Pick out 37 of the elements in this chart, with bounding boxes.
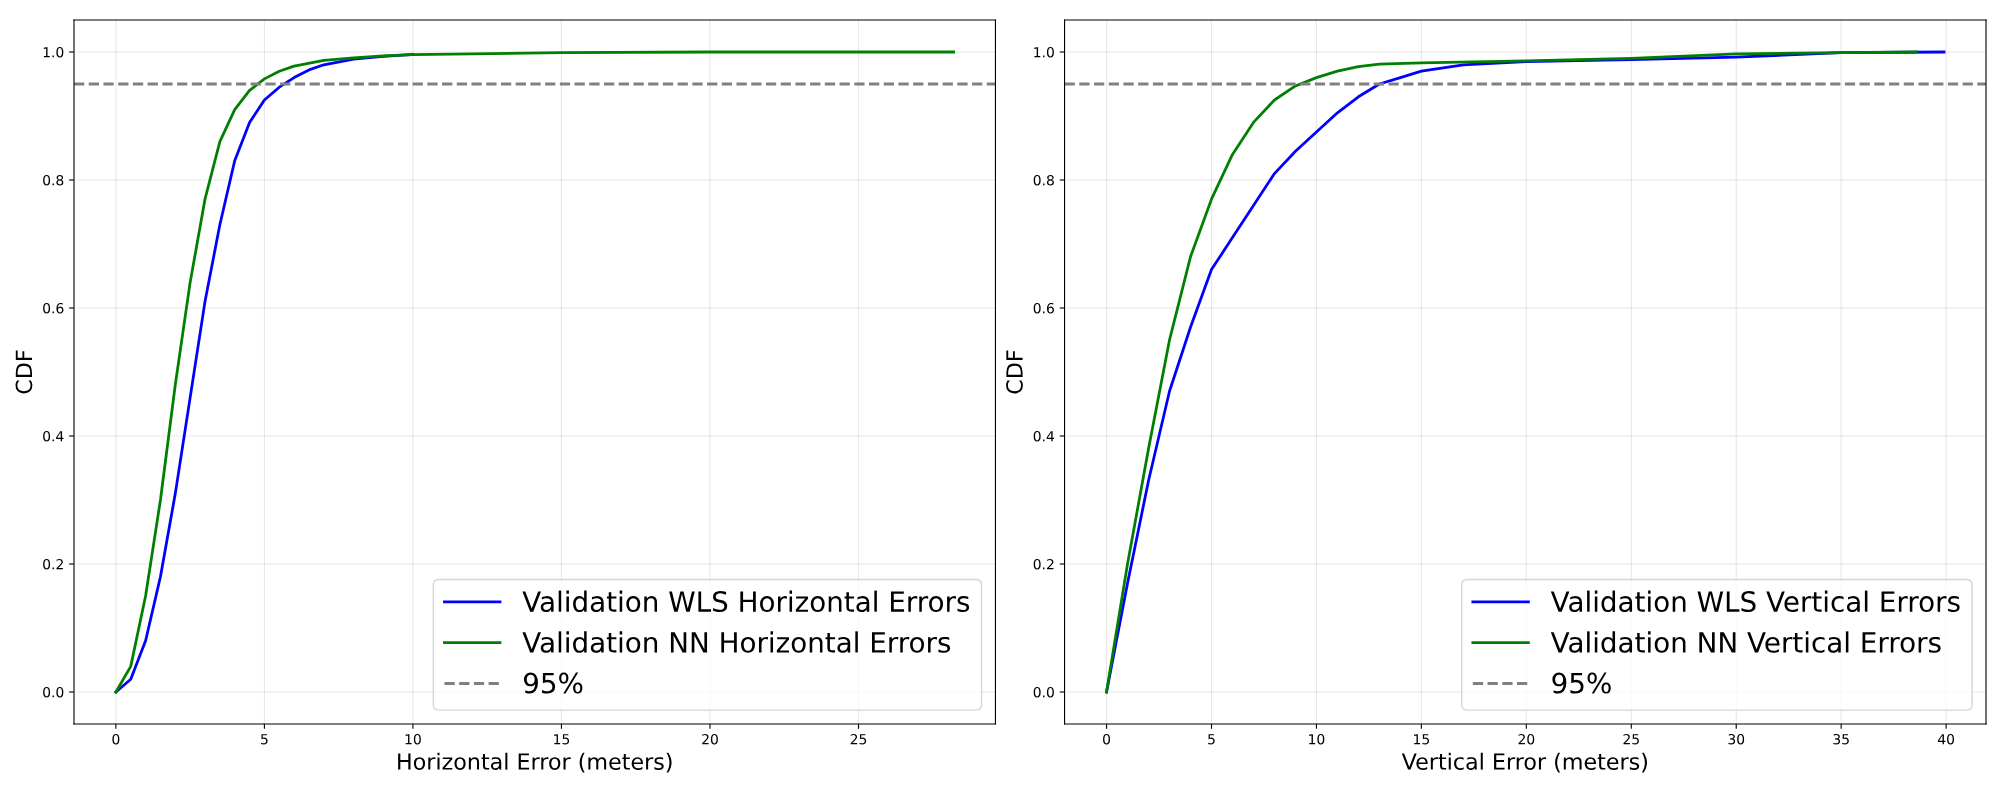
- x-tick-label: 25: [850, 733, 867, 745]
- y-tick-label: 0.6: [43, 302, 64, 314]
- y-tick-label: 0.6: [1033, 302, 1054, 314]
- x-tick-label: 25: [1623, 733, 1639, 745]
- y-tick-label: 0.4: [43, 430, 64, 442]
- x-tick-label: 15: [1414, 734, 1429, 745]
- legend-label: Validation NN Horizontal Errors: [522, 631, 951, 653]
- legend-label: 95%: [523, 672, 583, 694]
- y-tick-label: 0.0: [43, 686, 64, 698]
- legend-label: 95%: [1552, 672, 1611, 694]
- y-tick-label: 0.0: [1033, 686, 1054, 698]
- legend-label: Validation WLS Vertical Errors: [1550, 590, 1960, 613]
- legend-label: Validation WLS Horizontal Errors: [522, 590, 970, 613]
- legend-label: Validation NN Vertical Errors: [1550, 631, 1941, 653]
- x-tick-label: 10: [405, 733, 421, 745]
- x-tick-label: 30: [1728, 733, 1745, 745]
- x-axis-title: Vertical Error (meters): [1401, 752, 1647, 773]
- y-tick-label: 0.2: [43, 558, 63, 570]
- x-tick-label: 15: [554, 734, 570, 745]
- x-tick-label: 0: [112, 733, 120, 745]
- x-axis-title: Horizontal Error (meters): [398, 752, 672, 773]
- y-tick-label: 1.0: [43, 46, 64, 58]
- y-tick-label: 0.4: [1033, 430, 1055, 442]
- x-tick-label: 0: [1103, 733, 1111, 745]
- y-axis-title: CDF: [1006, 350, 1023, 394]
- y-tick-label: 0.8: [43, 174, 64, 186]
- y-tick-label: 1.0: [1034, 46, 1054, 58]
- y-tick-label: 0.2: [1033, 558, 1054, 570]
- x-tick-label: 5: [1208, 734, 1215, 745]
- x-tick-label: 40: [1937, 733, 1955, 745]
- x-tick-label: 20: [1518, 733, 1535, 745]
- x-tick-label: 20: [702, 733, 718, 745]
- x-tick-label: 10: [1309, 733, 1325, 745]
- y-axis-title: CDF: [15, 350, 33, 394]
- y-tick-label: 0.8: [1033, 174, 1054, 186]
- x-tick-label: 35: [1833, 733, 1849, 745]
- x-tick-label: 5: [261, 734, 268, 745]
